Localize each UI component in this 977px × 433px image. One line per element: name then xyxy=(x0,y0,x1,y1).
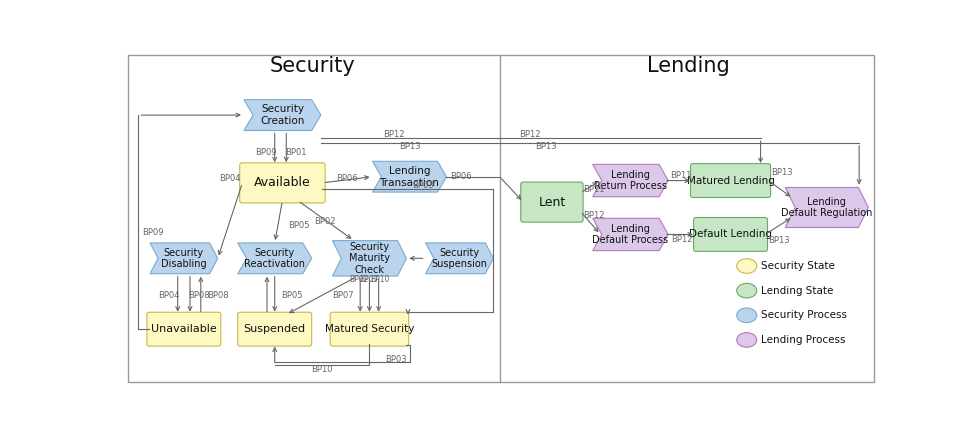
FancyBboxPatch shape xyxy=(694,217,768,252)
Text: Security
Creation: Security Creation xyxy=(260,104,305,126)
Ellipse shape xyxy=(737,333,757,347)
Text: BP13: BP13 xyxy=(399,142,420,151)
Text: BP03: BP03 xyxy=(412,181,434,190)
Text: Suspended: Suspended xyxy=(243,324,306,334)
Text: Lending Process: Lending Process xyxy=(760,335,845,345)
Text: Lending
Default Process: Lending Default Process xyxy=(592,224,668,245)
Text: BP10: BP10 xyxy=(370,275,390,284)
Text: Matured Security: Matured Security xyxy=(324,324,414,334)
Polygon shape xyxy=(593,218,668,251)
FancyBboxPatch shape xyxy=(237,312,312,346)
Polygon shape xyxy=(786,187,869,227)
Text: Security
Maturity
Check: Security Maturity Check xyxy=(349,242,390,275)
Ellipse shape xyxy=(737,308,757,323)
Text: BP10: BP10 xyxy=(311,365,332,374)
Text: BP05: BP05 xyxy=(288,221,310,230)
Text: BP11: BP11 xyxy=(583,185,605,194)
Text: BP06: BP06 xyxy=(450,172,472,181)
Polygon shape xyxy=(426,243,493,274)
Ellipse shape xyxy=(737,259,757,273)
Text: Available: Available xyxy=(254,176,311,189)
FancyBboxPatch shape xyxy=(128,55,873,382)
Text: BP13: BP13 xyxy=(771,168,793,178)
Text: Security
Suspension: Security Suspension xyxy=(432,248,488,269)
FancyBboxPatch shape xyxy=(147,312,221,346)
Text: BP04: BP04 xyxy=(219,174,240,183)
Text: BP09: BP09 xyxy=(143,229,164,237)
Text: BP12: BP12 xyxy=(383,130,404,139)
Text: Lending
Return Process: Lending Return Process xyxy=(594,170,667,191)
Text: Matured Lending: Matured Lending xyxy=(687,175,775,186)
Text: Security State: Security State xyxy=(760,261,834,271)
Text: Lending
Default Regulation: Lending Default Regulation xyxy=(782,197,872,218)
FancyBboxPatch shape xyxy=(330,312,408,346)
Text: Security
Disabling: Security Disabling xyxy=(161,248,207,269)
Text: BP02: BP02 xyxy=(314,217,335,226)
Polygon shape xyxy=(593,165,668,197)
FancyBboxPatch shape xyxy=(521,182,583,222)
Polygon shape xyxy=(244,100,320,130)
Text: Lending State: Lending State xyxy=(760,286,833,296)
Text: BP12: BP12 xyxy=(671,235,693,244)
Text: BP12: BP12 xyxy=(583,211,605,220)
Text: BP11: BP11 xyxy=(670,171,692,181)
Text: BP07: BP07 xyxy=(331,291,354,300)
Text: Lent: Lent xyxy=(538,196,566,209)
FancyBboxPatch shape xyxy=(691,164,771,197)
Polygon shape xyxy=(237,243,312,274)
FancyBboxPatch shape xyxy=(239,163,325,203)
Polygon shape xyxy=(332,241,406,276)
Text: BP03: BP03 xyxy=(385,355,406,364)
Polygon shape xyxy=(150,243,218,274)
Polygon shape xyxy=(372,162,446,192)
Text: BP07: BP07 xyxy=(360,275,379,284)
Text: BP12: BP12 xyxy=(520,130,541,139)
Text: BP05: BP05 xyxy=(280,291,302,300)
Text: BP13: BP13 xyxy=(535,142,557,151)
Text: BP09: BP09 xyxy=(255,148,276,157)
Text: BP08: BP08 xyxy=(189,291,210,300)
Text: BP08: BP08 xyxy=(207,291,229,300)
Text: BP01: BP01 xyxy=(284,148,306,157)
Text: Security Process: Security Process xyxy=(760,310,847,320)
Text: BP04: BP04 xyxy=(157,291,179,300)
Text: Default Lending: Default Lending xyxy=(689,229,772,239)
Text: BP06: BP06 xyxy=(336,174,358,183)
Text: BP13: BP13 xyxy=(768,236,789,245)
Ellipse shape xyxy=(737,283,757,298)
Text: Lending: Lending xyxy=(647,56,730,76)
Text: Lending
Transaction: Lending Transaction xyxy=(379,166,440,187)
Text: Security: Security xyxy=(270,56,355,76)
Text: BP02: BP02 xyxy=(349,275,368,284)
Text: Unavailable: Unavailable xyxy=(151,324,217,334)
Text: Security
Reactivation: Security Reactivation xyxy=(244,248,305,269)
